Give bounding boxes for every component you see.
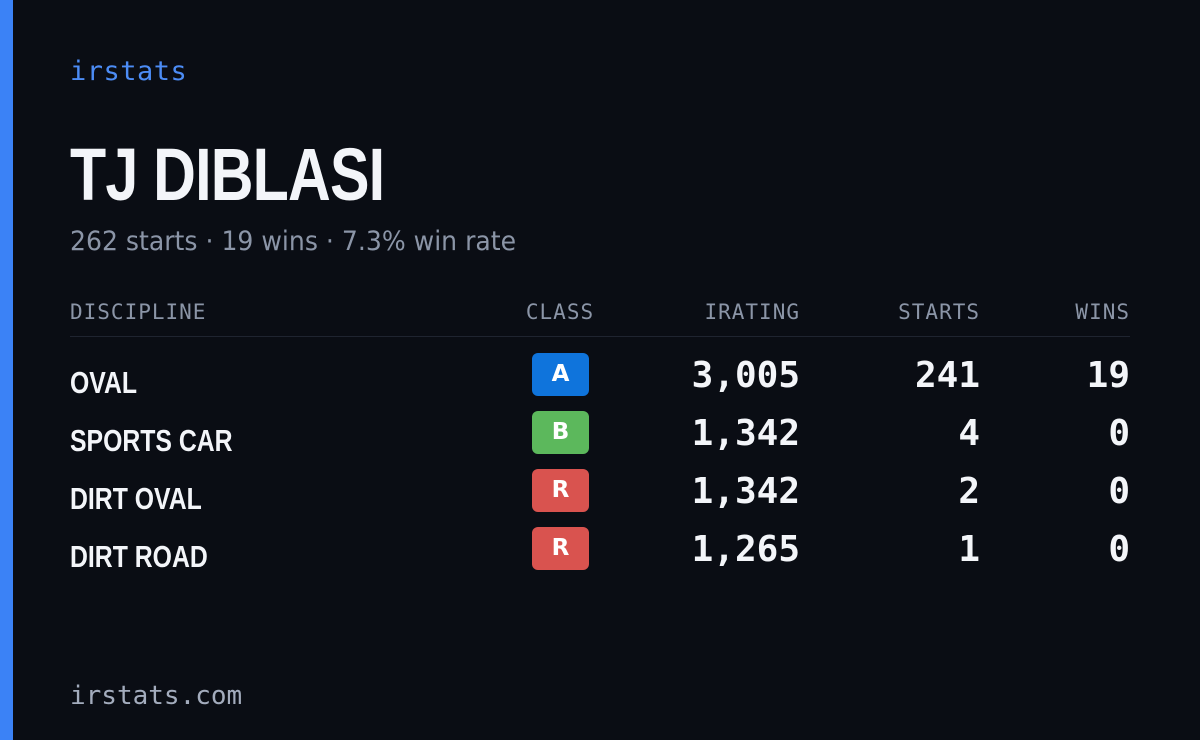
header-starts: STARTS bbox=[898, 300, 980, 324]
irating-value: 1,342 bbox=[691, 413, 800, 454]
accent-bar bbox=[0, 0, 13, 740]
discipline-name: DIRT OVAL bbox=[70, 481, 202, 516]
discipline-name: DIRT ROAD bbox=[70, 539, 208, 574]
irating-value: 3,005 bbox=[691, 355, 800, 396]
wins-value: 0 bbox=[1108, 471, 1130, 512]
starts-summary: 262 starts bbox=[70, 226, 198, 257]
header-discipline: DISCIPLINE bbox=[70, 300, 207, 324]
class-cell: A bbox=[532, 353, 589, 396]
starts-value: 241 bbox=[914, 355, 980, 396]
brand-logo-text[interactable]: irstats bbox=[70, 56, 188, 87]
starts-value: 2 bbox=[958, 471, 980, 512]
irating-value: 1,265 bbox=[691, 529, 800, 570]
table-body: OVAL A 3,005 241 19 SPORTS CAR B 1,342 4… bbox=[70, 337, 1130, 585]
table-row: DIRT OVAL R 1,342 2 0 bbox=[70, 469, 1130, 527]
stats-table: DISCIPLINE CLASS IRATING STARTS WINS OVA… bbox=[70, 296, 1130, 585]
wins-value: 19 bbox=[1086, 355, 1130, 396]
discipline-name: SPORTS CAR bbox=[70, 423, 233, 458]
class-cell: R bbox=[532, 469, 589, 512]
class-cell: B bbox=[532, 411, 589, 454]
class-badge: B bbox=[532, 411, 589, 454]
separator: · bbox=[325, 226, 334, 257]
footer-url[interactable]: irstats.com bbox=[70, 681, 243, 711]
class-badge: R bbox=[532, 527, 589, 570]
table-header: DISCIPLINE CLASS IRATING STARTS WINS bbox=[70, 296, 1130, 337]
wins-summary: 19 wins bbox=[221, 226, 318, 257]
starts-value: 1 bbox=[958, 529, 980, 570]
header-irating: IRATING bbox=[704, 300, 800, 324]
class-cell: R bbox=[532, 527, 589, 570]
win-rate-summary: 7.3% win rate bbox=[341, 226, 517, 257]
table-row: DIRT ROAD R 1,265 1 0 bbox=[70, 527, 1130, 585]
wins-value: 0 bbox=[1108, 413, 1130, 454]
irating-value: 1,342 bbox=[691, 471, 800, 512]
class-badge: A bbox=[532, 353, 589, 396]
class-badge: R bbox=[532, 469, 589, 512]
discipline-name: OVAL bbox=[70, 365, 138, 400]
header-class: CLASS bbox=[525, 300, 595, 324]
separator: · bbox=[205, 226, 214, 257]
player-name: TJ DIBLASI bbox=[70, 133, 385, 216]
starts-value: 4 bbox=[958, 413, 980, 454]
header-wins: WINS bbox=[1075, 300, 1130, 324]
table-row: OVAL A 3,005 241 19 bbox=[70, 353, 1130, 411]
wins-value: 0 bbox=[1108, 529, 1130, 570]
player-summary: 262 starts · 19 wins · 7.3% win rate bbox=[70, 226, 516, 257]
table-row: SPORTS CAR B 1,342 4 0 bbox=[70, 411, 1130, 469]
